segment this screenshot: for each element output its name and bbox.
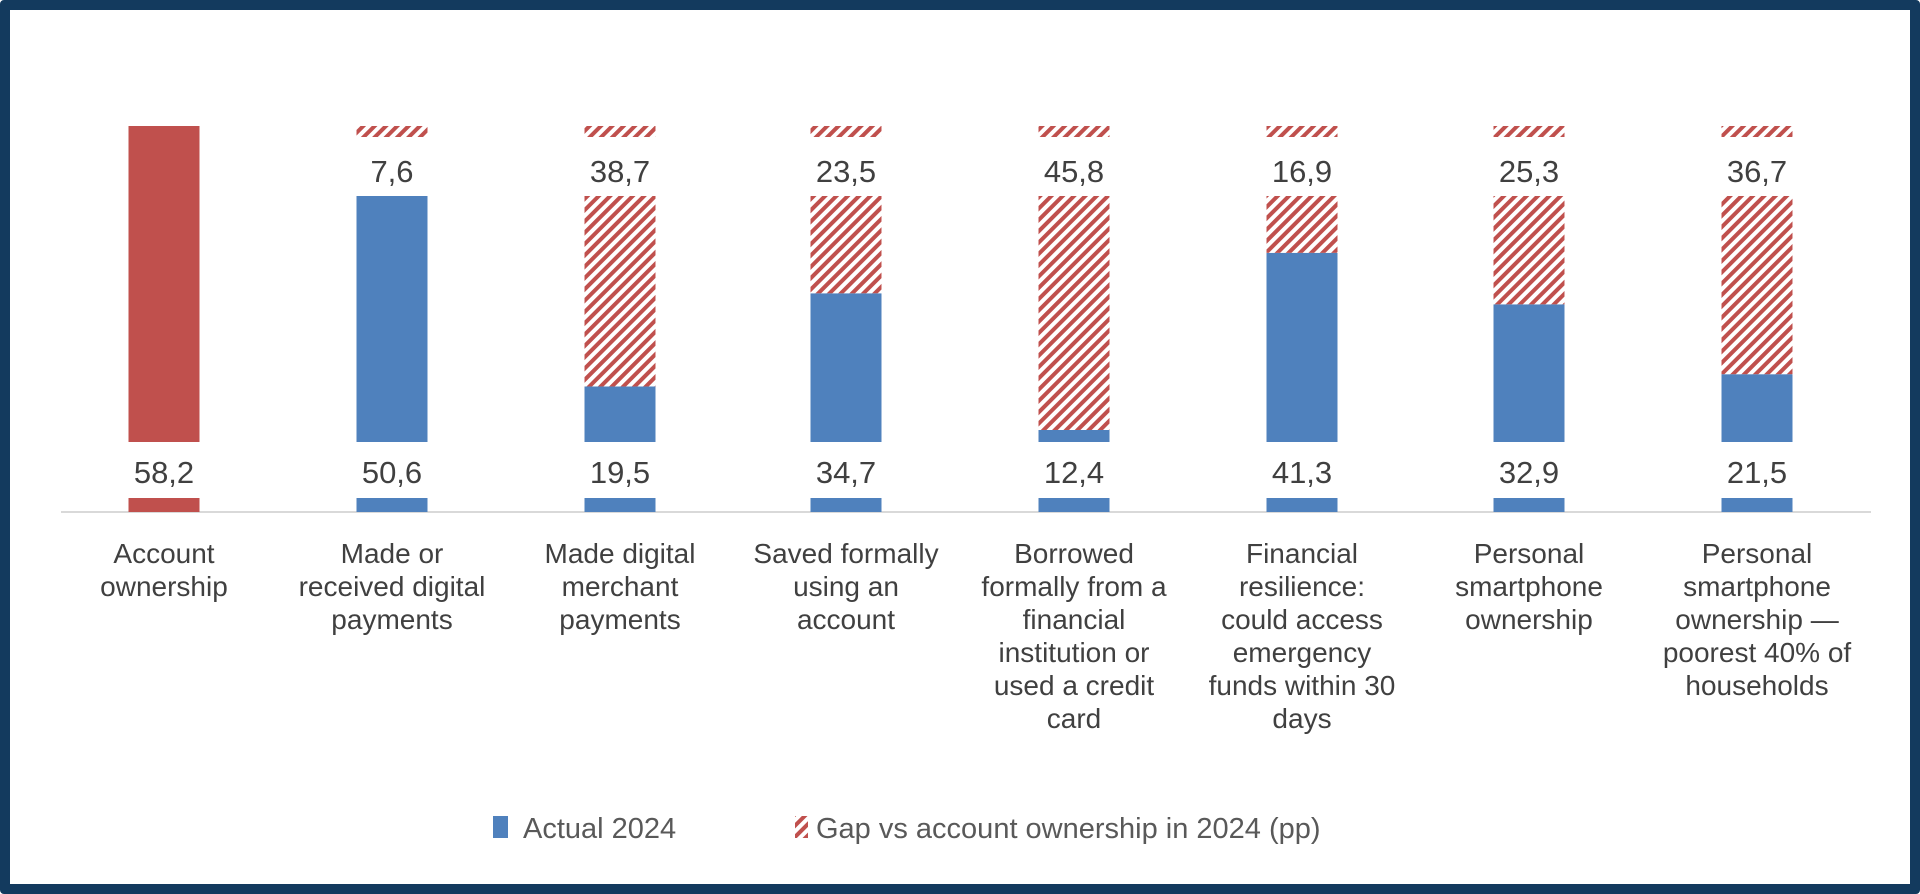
bar-gap-stub	[584, 126, 656, 137]
value-label-actual: 41,3	[1272, 455, 1332, 490]
bar-gap-stub	[810, 126, 882, 137]
category-label: ownership	[1465, 604, 1593, 635]
value-label-actual: 58,2	[134, 455, 194, 490]
value-label-actual: 34,7	[816, 455, 876, 490]
category-label: merchant	[562, 571, 679, 602]
bar-gap-stub	[1038, 126, 1110, 137]
legend-label-gap: Gap vs account ownership in 2024 (pp)	[816, 813, 1321, 845]
bar-actual-stub	[1493, 498, 1565, 512]
category-label: Made digital	[545, 538, 696, 569]
bar-actual	[810, 293, 882, 442]
value-label-gap: 36,7	[1727, 154, 1787, 189]
bar-actual-stub	[584, 498, 656, 512]
value-label-gap: 45,8	[1044, 154, 1104, 189]
legend-swatch-gap	[795, 816, 808, 838]
bar-gap	[1721, 196, 1793, 375]
category-label: received digital	[299, 571, 486, 602]
bar-actual	[584, 386, 656, 442]
category-label: Saved formally	[753, 538, 938, 569]
category-label: payments	[331, 604, 452, 635]
category-label: Financial	[1246, 538, 1358, 569]
category-label: financial	[1023, 604, 1126, 635]
value-label-gap: 25,3	[1499, 154, 1559, 189]
bar-actual	[356, 196, 428, 442]
bar-actual	[1038, 429, 1110, 442]
category-label: poorest 40% of	[1663, 637, 1852, 668]
category-label: ownership —	[1675, 604, 1838, 635]
bar-actual-stub	[1266, 498, 1338, 512]
category-label: institution or	[999, 637, 1150, 668]
bar-gap-stub	[1266, 126, 1338, 137]
category-label: account	[797, 604, 895, 635]
value-label-gap: 23,5	[816, 154, 876, 189]
category-label: Account	[113, 538, 214, 569]
value-label-actual: 19,5	[590, 455, 650, 490]
bar-actual	[1266, 252, 1338, 442]
bar-actual-stub	[128, 498, 200, 512]
category-label: households	[1685, 670, 1828, 701]
value-label-gap: 16,9	[1272, 154, 1332, 189]
bar-gap	[1038, 196, 1110, 430]
category-label: card	[1047, 703, 1101, 734]
category-label: Personal	[1702, 538, 1813, 569]
category-label: smartphone	[1455, 571, 1603, 602]
legend: Actual 2024 Gap vs account ownership in …	[493, 813, 1321, 845]
category-label: using an	[793, 571, 899, 602]
legend-label-actual: Actual 2024	[523, 813, 676, 845]
category-label: payments	[559, 604, 680, 635]
bar-gap	[810, 196, 882, 294]
bar-actual-stub	[1721, 498, 1793, 512]
category-label: formally from a	[981, 571, 1167, 602]
bar-actual-stub	[356, 498, 428, 512]
category-label: smartphone	[1683, 571, 1831, 602]
bar-gap	[584, 196, 656, 387]
bar-gap-stub	[1493, 126, 1565, 137]
category-label: Borrowed	[1014, 538, 1134, 569]
bar-actual	[1493, 304, 1565, 442]
category-label: days	[1272, 703, 1331, 734]
bar-actual-stub	[1038, 498, 1110, 512]
bar-actual-stub	[810, 498, 882, 512]
category-label: used a credit	[994, 670, 1155, 701]
category-label: could access	[1221, 604, 1383, 635]
category-label: Personal	[1474, 538, 1585, 569]
value-label-actual: 12,4	[1044, 455, 1104, 490]
legend-swatch-actual	[493, 816, 508, 838]
category-label: resilience:	[1239, 571, 1365, 602]
bar-actual	[128, 126, 200, 442]
category-label: Made or	[341, 538, 444, 569]
category-label: funds within 30	[1209, 670, 1396, 701]
bar-actual	[1721, 374, 1793, 442]
value-label-actual: 50,6	[362, 455, 422, 490]
category-label: ownership	[100, 571, 228, 602]
value-label-actual: 21,5	[1727, 455, 1787, 490]
bar-gap-stub	[1721, 126, 1793, 137]
value-label-gap: 38,7	[590, 154, 650, 189]
category-label: emergency	[1233, 637, 1372, 668]
bar-gap	[1493, 196, 1565, 305]
value-label-gap: 7,6	[370, 154, 413, 189]
value-label-actual: 32,9	[1499, 455, 1559, 490]
bar-gap-stub	[356, 126, 428, 137]
bar-gap	[1266, 196, 1338, 253]
